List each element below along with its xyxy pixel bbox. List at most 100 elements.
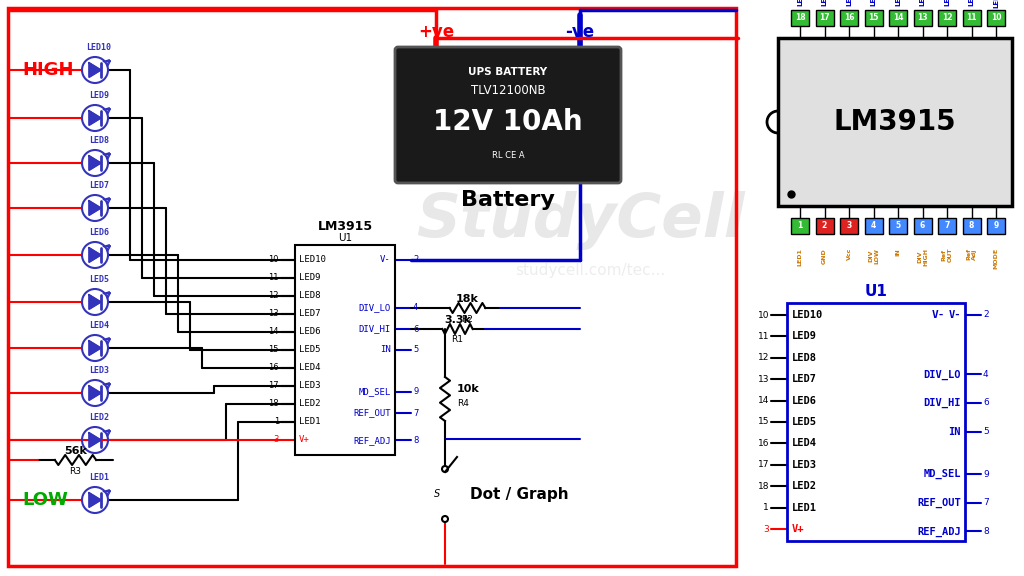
Text: 5: 5 bbox=[983, 427, 989, 436]
Text: 9: 9 bbox=[983, 470, 989, 479]
Text: 1: 1 bbox=[763, 503, 769, 512]
Text: 12: 12 bbox=[758, 353, 769, 362]
Bar bbox=[913, 10, 932, 26]
Text: Dot / Graph: Dot / Graph bbox=[470, 487, 568, 502]
Text: 18: 18 bbox=[268, 400, 279, 408]
Text: R2: R2 bbox=[462, 314, 473, 324]
Text: 3: 3 bbox=[763, 525, 769, 533]
Text: 2: 2 bbox=[983, 310, 988, 320]
Text: 14: 14 bbox=[758, 396, 769, 405]
Text: 18k: 18k bbox=[456, 294, 479, 304]
Polygon shape bbox=[89, 341, 100, 355]
Text: RL CE A: RL CE A bbox=[492, 150, 524, 160]
Text: DIV
HIGH: DIV HIGH bbox=[918, 248, 928, 266]
Polygon shape bbox=[89, 295, 100, 309]
Text: 9: 9 bbox=[413, 388, 418, 396]
Text: LED1: LED1 bbox=[299, 418, 321, 426]
Text: 12: 12 bbox=[942, 13, 952, 22]
Text: REF_OUT: REF_OUT bbox=[918, 498, 961, 508]
Text: 3.3k: 3.3k bbox=[444, 315, 471, 325]
Text: LED6: LED6 bbox=[792, 396, 817, 406]
Text: MD_SEL: MD_SEL bbox=[358, 388, 391, 396]
Text: -ve: -ve bbox=[565, 23, 595, 41]
Text: LED6: LED6 bbox=[895, 0, 901, 6]
Text: GND: GND bbox=[822, 248, 827, 264]
Text: LED4: LED4 bbox=[89, 321, 109, 331]
Text: V-: V- bbox=[948, 310, 961, 320]
Text: LED2: LED2 bbox=[89, 414, 109, 422]
Text: DIV
LOW: DIV LOW bbox=[868, 248, 879, 264]
Text: 13: 13 bbox=[758, 375, 769, 384]
Polygon shape bbox=[89, 493, 100, 507]
Text: LED7: LED7 bbox=[920, 0, 926, 6]
Polygon shape bbox=[89, 433, 100, 447]
Text: LED3: LED3 bbox=[792, 460, 817, 470]
Text: 15: 15 bbox=[268, 346, 279, 354]
Text: 6: 6 bbox=[413, 324, 419, 334]
Text: 7: 7 bbox=[944, 222, 949, 230]
Text: 18: 18 bbox=[795, 13, 805, 22]
Bar bbox=[815, 218, 834, 234]
Text: LED5: LED5 bbox=[870, 0, 877, 6]
Text: 56k: 56k bbox=[65, 446, 87, 456]
Text: LED10: LED10 bbox=[86, 43, 112, 52]
Bar bbox=[791, 10, 809, 26]
Text: U1: U1 bbox=[338, 233, 352, 243]
Text: 10: 10 bbox=[268, 256, 279, 264]
Text: Ref
OUT: Ref OUT bbox=[942, 248, 952, 263]
Polygon shape bbox=[89, 248, 100, 262]
Bar bbox=[840, 10, 858, 26]
Text: 10k: 10k bbox=[457, 384, 480, 394]
Text: 9: 9 bbox=[993, 222, 998, 230]
Text: LED4: LED4 bbox=[299, 363, 321, 373]
Text: LED7: LED7 bbox=[792, 374, 817, 384]
Text: 16: 16 bbox=[844, 13, 854, 22]
Bar bbox=[938, 218, 956, 234]
Text: REF_ADJ: REF_ADJ bbox=[353, 436, 391, 445]
Text: 15: 15 bbox=[758, 418, 769, 426]
Bar bbox=[938, 10, 956, 26]
Text: 12: 12 bbox=[268, 291, 279, 301]
Bar bbox=[8, 8, 736, 566]
Text: 16: 16 bbox=[758, 439, 769, 448]
Text: LED9: LED9 bbox=[89, 92, 109, 100]
Text: LED10: LED10 bbox=[299, 256, 326, 264]
Text: LED6: LED6 bbox=[89, 229, 109, 237]
Text: S: S bbox=[434, 489, 440, 499]
Text: 2: 2 bbox=[413, 255, 418, 264]
Text: LM3915: LM3915 bbox=[317, 221, 373, 233]
Polygon shape bbox=[89, 63, 100, 77]
Text: LED8: LED8 bbox=[89, 137, 109, 145]
Bar bbox=[963, 218, 981, 234]
Text: V-: V- bbox=[932, 310, 945, 320]
Bar bbox=[840, 218, 858, 234]
Text: 2: 2 bbox=[822, 222, 827, 230]
Text: 7: 7 bbox=[983, 498, 989, 507]
Text: LED2: LED2 bbox=[797, 0, 803, 6]
Polygon shape bbox=[89, 156, 100, 170]
Text: LED2: LED2 bbox=[299, 400, 321, 408]
Text: LED8: LED8 bbox=[944, 0, 950, 6]
Bar bbox=[778, 38, 1012, 206]
Text: 1: 1 bbox=[273, 418, 279, 426]
Text: 4: 4 bbox=[983, 370, 988, 379]
Text: U1: U1 bbox=[864, 283, 888, 298]
Text: LED4: LED4 bbox=[846, 0, 852, 6]
Text: LED8: LED8 bbox=[792, 353, 817, 363]
Bar bbox=[864, 218, 883, 234]
Text: 5: 5 bbox=[413, 346, 418, 354]
Text: HIGH: HIGH bbox=[22, 61, 74, 79]
Text: LED3: LED3 bbox=[299, 381, 321, 391]
Text: MODE: MODE bbox=[993, 248, 998, 269]
Text: DIV_LO: DIV_LO bbox=[358, 304, 391, 313]
Text: LED6: LED6 bbox=[299, 328, 321, 336]
Text: LED9: LED9 bbox=[299, 274, 321, 282]
Text: LED9: LED9 bbox=[969, 0, 975, 6]
Text: LED3: LED3 bbox=[89, 366, 109, 376]
Text: 8: 8 bbox=[969, 222, 974, 230]
Text: LM3915: LM3915 bbox=[834, 108, 956, 136]
Text: StudyCell: StudyCell bbox=[416, 191, 744, 249]
Text: 11: 11 bbox=[758, 332, 769, 341]
Text: 16: 16 bbox=[268, 363, 279, 373]
Text: 4: 4 bbox=[413, 304, 418, 313]
